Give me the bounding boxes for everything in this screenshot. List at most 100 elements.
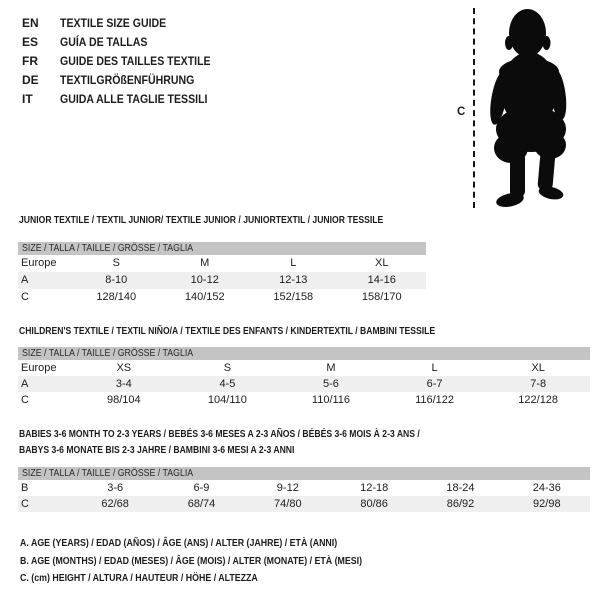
babies-table-title: BABIES 3-6 MONTH TO 2-3 YEARS / BEBÉS 3-… [19, 428, 420, 456]
legend-footnotes: A. AGE (YEARS) / EDAD (AÑOS) / ÂGE (ANS)… [20, 535, 427, 588]
table-cell: 14-16 [367, 274, 396, 286]
table-cell: 6-7 [426, 378, 443, 390]
language-code: ES [22, 34, 39, 49]
babies-size-table: SIZE / TALLA / TAILLE / GRÖSSE / TAGLIA B… [18, 467, 590, 512]
table-cell: M [326, 362, 336, 374]
table-cell: L [431, 362, 438, 374]
table-cell: S [112, 257, 120, 269]
junior-table-title: JUNIOR TEXTILE / TEXTIL JUNIOR/ TEXTILE … [19, 214, 384, 226]
language-row-en: EN TEXTILE SIZE GUIDE [22, 13, 231, 32]
table-cell: 12-13 [279, 274, 308, 286]
row-label: C [21, 394, 29, 406]
table-cell: 18-24 [446, 482, 475, 494]
table-cell: 3-6 [107, 482, 124, 494]
table-cell: 5-6 [323, 378, 339, 390]
language-title: TEXTILE SIZE GUIDE [60, 16, 181, 30]
row-label: C [21, 498, 29, 510]
table-cell: 122/128 [518, 394, 559, 406]
junior-size-table: SIZE / TALLA / TAILLE / GRÖSSE / TAGLIA E… [18, 242, 426, 306]
language-title-list: EN TEXTILE SIZE GUIDE ES GUÍA DE TALLAS … [22, 13, 231, 108]
footnote-a: A. AGE (YEARS) / EDAD (AÑOS) / ÂGE (ANS)… [20, 537, 338, 549]
table-cell: 86/92 [446, 498, 475, 510]
language-title-text: TEXTILE SIZE GUIDE [60, 15, 167, 30]
size-header-bar: SIZE / TALLA / TAILLE / GRÖSSE / TAGLIA [18, 347, 590, 360]
language-title: TEXTILGRÖßENFÜHRUNG [60, 73, 213, 87]
table-cell: 24-36 [532, 482, 561, 494]
language-code: FR [22, 53, 38, 68]
table-cell: M [200, 257, 210, 269]
height-measure-dashed-line [473, 8, 475, 208]
table-cell: 10-12 [190, 274, 219, 286]
language-code: IT [22, 91, 33, 106]
language-row-es: ES GUÍA DE TALLAS [22, 32, 231, 51]
table-row-c: C 62/68 68/74 74/80 80/86 86/92 92/98 [18, 496, 590, 512]
table-cell: 6-9 [193, 482, 210, 494]
language-title: GUÍA DE TALLAS [60, 35, 159, 49]
table-row-europe: Europe XS S M L XL [18, 360, 590, 376]
table-cell: L [290, 257, 297, 269]
table-cell: 9-12 [276, 482, 299, 494]
footnote-c: C. (cm) HEIGHT / ALTURA / HAUTEUR / HÖHE… [20, 572, 258, 585]
row-label: B [21, 482, 29, 494]
table-row-a: A 3-4 4-5 5-6 6-7 7-8 [18, 376, 590, 392]
silhouette-ear-right [542, 36, 551, 50]
language-title: GUIDA ALLE TAGLIE TESSILI [60, 92, 228, 106]
row-label: Europe [21, 362, 57, 374]
row-label: A [21, 274, 29, 286]
silhouette-leg-left [510, 151, 525, 198]
table-cell: 8-10 [105, 274, 128, 286]
table-row-b: B 3-6 6-9 9-12 12-18 18-24 24-36 [18, 480, 590, 496]
size-header-text: SIZE / TALLA / TAILLE / GRÖSSE / TAGLIA [22, 348, 194, 359]
table-cell: 158/170 [361, 291, 402, 303]
language-row-it: IT GUIDA ALLE TAGLIE TESSILI [22, 89, 231, 108]
silhouette-ear-left [505, 36, 513, 50]
table-cell: 4-5 [219, 378, 236, 390]
table-cell: 152/158 [273, 291, 314, 303]
language-row-de: DE TEXTILGRÖßENFÜHRUNG [22, 70, 231, 89]
language-row-fr: FR GUIDE DES TAILLES TEXTILE [22, 51, 231, 70]
table-cell: XS [116, 362, 132, 374]
table-row-europe: Europe S M L XL [18, 255, 426, 272]
silhouette-foot-left [496, 193, 524, 207]
silhouette-leg-right [537, 149, 556, 192]
size-header-text: SIZE / TALLA / TAILLE / GRÖSSE / TAGLIA [22, 243, 194, 254]
children-size-table: SIZE / TALLA / TAILLE / GRÖSSE / TAGLIA E… [18, 347, 590, 408]
silhouette-arm-right [549, 68, 567, 120]
table-cell: 140/152 [184, 291, 225, 303]
footnote-b: B. AGE (MONTHS) / EDAD (MESES) / ÂGE (MO… [20, 554, 363, 567]
language-title-text: TEXTILGRÖßENFÜHRUNG [60, 72, 195, 87]
language-code: EN [22, 15, 39, 30]
table-cell: 116/122 [415, 394, 455, 406]
table-cell: 98/104 [106, 394, 141, 406]
language-code: DE [22, 72, 39, 87]
table-cell: 104/110 [207, 394, 247, 406]
table-cell: XL [375, 257, 389, 269]
table-cell: 62/68 [101, 498, 129, 510]
language-title-text: GUIDA ALLE TAGLIE TESSILI [60, 91, 208, 106]
table-cell: 110/116 [311, 394, 351, 406]
table-cell: 3-4 [115, 378, 132, 390]
table-cell: 74/80 [274, 498, 302, 510]
toddler-silhouette-image [490, 9, 567, 207]
size-header-bar: SIZE / TALLA / TAILLE / GRÖSSE / TAGLIA [18, 467, 590, 480]
table-cell: 68/74 [187, 498, 216, 510]
table-cell: XL [531, 362, 545, 374]
size-header-bar: SIZE / TALLA / TAILLE / GRÖSSE / TAGLIA [18, 242, 426, 255]
silhouette-head [509, 9, 546, 57]
table-cell: S [223, 362, 232, 374]
table-cell: 128/140 [96, 291, 137, 303]
table-cell: 12-18 [360, 482, 389, 494]
table-cell: 7-8 [530, 378, 547, 390]
height-label-c: C [457, 106, 466, 118]
row-label: Europe [21, 257, 57, 269]
table-row-c: C 98/104 104/110 110/116 116/122 122/128 [18, 392, 590, 408]
language-title: GUIDE DES TAILLES TEXTILE [60, 54, 231, 68]
table-cell: 80/86 [360, 498, 388, 510]
language-title-text: GUIDE DES TAILLES TEXTILE [60, 53, 211, 68]
language-title-text: GUÍA DE TALLAS [60, 34, 148, 49]
row-label: A [21, 378, 29, 390]
table-cell: 92/98 [533, 498, 561, 510]
children-table-title: CHILDREN'S TEXTILE / TEXTIL NIÑO/A / TEX… [19, 325, 436, 337]
table-row-a: A 8-10 10-12 12-13 14-16 [18, 272, 426, 289]
